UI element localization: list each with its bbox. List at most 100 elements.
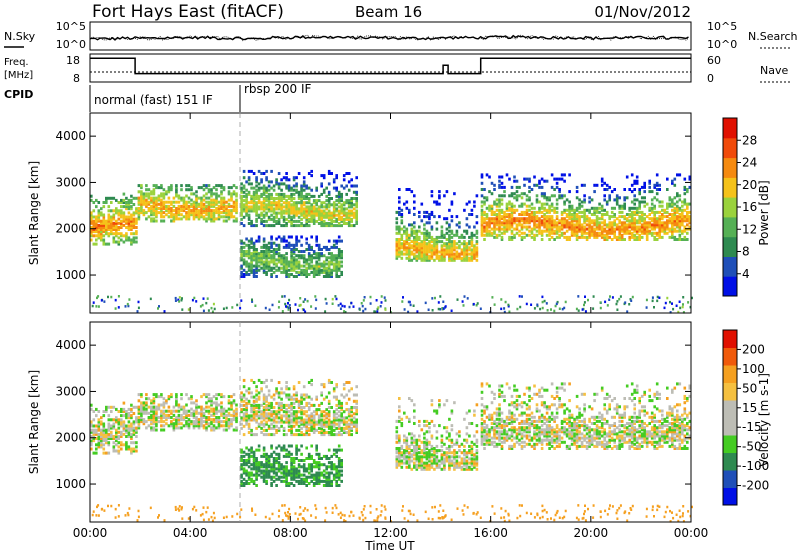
power-cell [350,209,353,213]
power-cell [613,221,616,225]
power-cell [593,206,596,210]
power-cell [545,202,549,206]
power-cell [285,260,288,264]
velocity-cell [305,431,308,434]
velocity-cell [125,428,128,432]
velocity-cell [242,463,246,467]
power-cell [257,205,261,209]
power-cell [162,188,166,192]
velocity-cell [112,418,116,422]
power-cell [132,196,136,200]
velocity-cell [320,431,323,434]
power-cell [152,188,156,192]
power-cell [290,258,293,262]
power-cell [200,207,203,210]
power-cell [305,241,308,245]
power-cell [463,252,466,256]
power-cell [245,252,248,256]
velocity-cell [120,432,123,436]
power-cell [453,246,456,250]
power-cell [618,233,621,237]
velocity-cell [355,385,358,389]
power-cell [240,190,243,194]
power-cell [543,202,546,206]
power-cell [302,254,306,258]
power-cell [251,300,254,303]
power-cell [513,192,516,196]
power-cell [285,194,288,198]
power-cell [635,225,639,229]
velocity-cell [222,411,226,415]
velocity-cell [335,433,338,437]
velocity-cell [355,428,358,432]
power-cell [262,186,266,190]
power-cell [250,266,253,270]
power-cell [250,219,253,223]
power-cell [110,201,113,204]
power-cell [430,254,434,258]
velocity-cell [220,395,223,399]
power-cell [175,186,178,190]
power-cell [327,197,331,200]
power-cell [653,231,656,235]
velocity-cell [355,420,358,424]
power-cell [265,250,268,253]
power-cell [97,201,101,204]
power-cell [140,186,143,190]
power-cell [633,194,636,198]
power-cell [300,270,303,274]
velocity-cell [292,414,296,418]
velocity-cell [285,408,288,412]
velocity-cell [107,405,111,409]
velocity-cell [310,383,313,387]
power-cell [92,223,96,227]
power-cell [120,198,123,202]
power-cell [610,190,614,194]
power-cell [342,217,346,221]
power-cell [312,199,316,203]
power-cell [668,217,672,221]
power-cell [420,242,424,246]
power-cell [117,242,121,246]
power-cell [575,221,579,225]
power-cell [285,201,288,205]
power-cell [600,177,604,181]
power-cell [395,248,399,252]
velocity-cell [105,405,108,409]
power-cell [317,262,321,266]
power-cell [187,213,191,217]
power-cell [290,219,293,223]
power-cell [580,227,584,231]
power-cell [157,207,161,210]
power-cell [563,306,566,310]
velocity-cell [337,403,341,407]
power-cell [523,177,526,181]
power-cell [290,199,293,203]
power-cell [430,235,434,239]
power-cell [413,248,416,252]
power-cell [423,210,426,214]
power-cell [152,200,156,204]
power-cell [645,215,649,219]
power-cell [112,223,116,227]
velocity-cell [355,418,358,422]
power-cell [413,238,416,241]
velocity-cell [300,395,303,399]
power-cell [671,217,674,221]
velocity-cell [287,416,291,420]
power-cell [374,310,377,314]
velocity-cell [327,431,331,434]
power-cell [187,184,191,188]
power-cell [653,219,656,223]
velocity-cell [252,401,256,405]
velocity-cell [255,393,258,397]
power-cell [395,250,399,254]
velocity-cell [347,431,351,434]
power-cell [473,246,476,250]
velocity-cell [337,414,341,418]
power-cell [352,224,356,228]
power-cell [608,196,611,200]
power-cell [463,248,466,252]
power-cell [270,256,273,260]
power-cell [217,213,221,217]
